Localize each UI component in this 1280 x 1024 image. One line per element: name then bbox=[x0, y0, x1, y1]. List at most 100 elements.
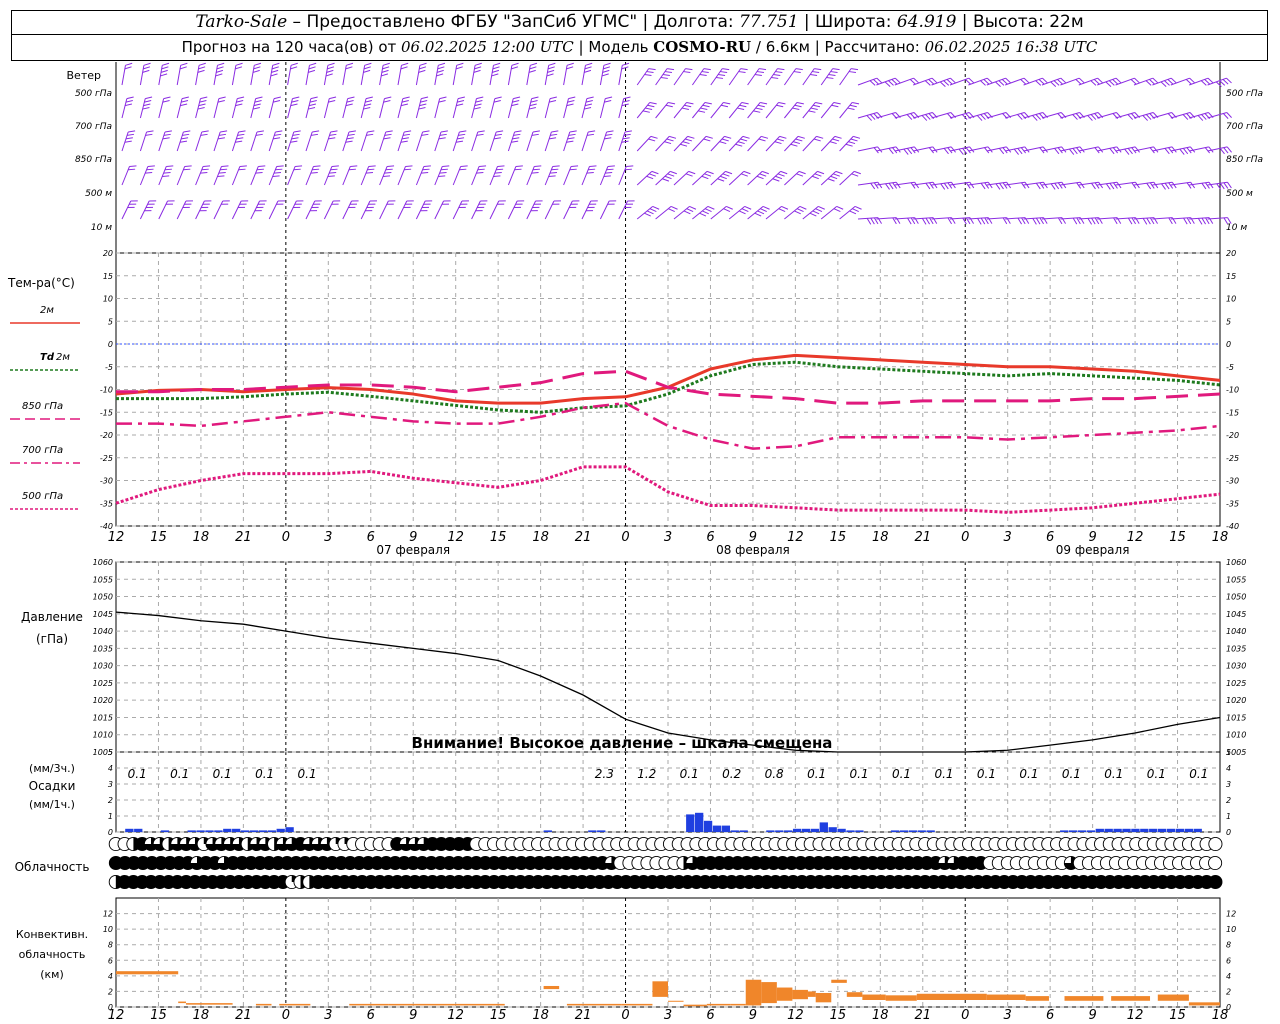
wind-barb-flag bbox=[270, 73, 278, 77]
wind-barb-flag bbox=[833, 101, 841, 105]
wind-barb-flag bbox=[1131, 147, 1137, 154]
wind-barb-flag bbox=[1042, 77, 1048, 84]
wind-barb-flag bbox=[892, 217, 897, 225]
wind-barb-flag bbox=[873, 79, 879, 85]
wind-barb-flag bbox=[845, 143, 853, 147]
wind-barb-flag bbox=[873, 217, 879, 225]
time-tick-label: 15 bbox=[490, 530, 507, 545]
wind-barb-flag bbox=[932, 181, 938, 189]
wind-barb-flag bbox=[531, 172, 539, 174]
precip-bar bbox=[1157, 828, 1167, 832]
conv-bar bbox=[807, 991, 816, 997]
wind-barb-flag bbox=[680, 143, 688, 147]
wind-barb bbox=[231, 98, 238, 119]
wind-barb-flag bbox=[274, 133, 282, 136]
wind-barb-flag bbox=[777, 138, 785, 142]
precip-total-label: 0.1 bbox=[1104, 767, 1123, 781]
temp-series-td2m bbox=[116, 360, 1221, 414]
wind-barb-flag bbox=[925, 182, 931, 190]
wind-barb-flag bbox=[511, 66, 519, 70]
conv-bar bbox=[668, 1000, 684, 1002]
wind-barb-flag bbox=[474, 103, 482, 107]
wind-barb-flag bbox=[913, 77, 920, 84]
wind-barb bbox=[471, 65, 476, 86]
wind-barb-flag bbox=[776, 104, 784, 108]
wind-barb-flag bbox=[146, 168, 154, 171]
wind-barb-flag bbox=[143, 103, 151, 107]
wind-barb-flag bbox=[1060, 77, 1067, 84]
precip-total-label: 0.1 bbox=[1189, 767, 1208, 781]
temp-tick-right: -40 bbox=[1226, 522, 1239, 531]
precip-bar bbox=[1193, 828, 1202, 832]
wind-barb-flag bbox=[604, 137, 612, 140]
wind-barb bbox=[471, 131, 479, 152]
wind-barb-flag bbox=[738, 210, 746, 215]
wind-barb-flag bbox=[458, 133, 466, 136]
wind-barb-flag bbox=[662, 74, 670, 76]
temp-tick-left: 20 bbox=[103, 249, 113, 258]
precip-bar bbox=[160, 830, 170, 832]
time-tick-label: 3 bbox=[664, 530, 672, 545]
wind-barb-flag bbox=[197, 107, 205, 110]
wind-barb bbox=[1060, 77, 1080, 86]
wind-barb-flag bbox=[812, 71, 820, 74]
wind-barb-flag bbox=[218, 172, 226, 174]
wind-barb-flag bbox=[1032, 115, 1038, 121]
wind-barb-flag bbox=[330, 168, 338, 171]
wind-barb-flag bbox=[836, 205, 844, 210]
wind-barb-flag bbox=[586, 172, 594, 174]
wind-barb bbox=[415, 65, 421, 86]
wind-barb-flag bbox=[439, 172, 447, 174]
wind-barb-flag bbox=[199, 100, 207, 103]
wind-barb-flag bbox=[528, 107, 536, 110]
temp-tick-left: -30 bbox=[100, 477, 113, 486]
precip-bar bbox=[1060, 830, 1069, 832]
wind-barb-flag bbox=[605, 172, 613, 174]
precip-tick-right: 0 bbox=[1226, 828, 1231, 837]
wind-barb-flag bbox=[762, 170, 769, 175]
press-tick-left: 1005 bbox=[93, 748, 113, 757]
wind-barb-flag bbox=[1219, 182, 1225, 190]
wind-barb-flag bbox=[977, 218, 982, 225]
wind-barb-flag bbox=[976, 115, 983, 121]
wind-barb-flag bbox=[624, 168, 632, 171]
pressure-axis-label: Давление bbox=[21, 610, 83, 624]
time-tick-label-bottom: 21 bbox=[575, 1008, 592, 1023]
wind-barb-flag bbox=[491, 73, 499, 77]
precip-total-label: 0.2 bbox=[722, 767, 741, 781]
wind-barb bbox=[323, 131, 332, 152]
wind-barb-flag bbox=[664, 175, 672, 180]
wind-level-label: 700 гПа bbox=[75, 122, 112, 132]
wind-barb-flag bbox=[1167, 79, 1174, 85]
date-label: 09 февраля bbox=[1056, 543, 1130, 557]
wind-barb-flag bbox=[1005, 146, 1012, 153]
wind-barb-flag bbox=[757, 104, 765, 108]
precip-total-label: 0.1 bbox=[807, 767, 826, 781]
wind-barb-flag bbox=[810, 74, 818, 76]
wind-barb bbox=[231, 166, 241, 186]
wind-barb-flag bbox=[293, 168, 301, 171]
wind-barb-flag bbox=[1164, 182, 1170, 190]
wind-barb-flag bbox=[272, 62, 280, 66]
wind-barb-flag bbox=[383, 175, 391, 177]
conv-bar bbox=[761, 982, 777, 1004]
wind-barb-flag bbox=[493, 62, 501, 66]
wind-barb-flag bbox=[384, 96, 392, 100]
wind-barb bbox=[507, 65, 513, 86]
wind-barb bbox=[563, 65, 568, 86]
wind-barb-flag bbox=[571, 165, 579, 167]
wind-barb-flag bbox=[866, 115, 872, 121]
wind-barb-flag bbox=[987, 146, 993, 153]
wind-barb-flag bbox=[965, 147, 971, 154]
wind-barb-flag bbox=[492, 69, 500, 73]
wind-barb-flag bbox=[473, 69, 481, 73]
wind-barb-flag bbox=[422, 130, 430, 133]
wind-barb-flag bbox=[980, 80, 986, 86]
wind-barb-flag bbox=[1113, 182, 1118, 189]
time-tick-label-bottom: 3 bbox=[324, 1008, 332, 1023]
wind-barb bbox=[268, 98, 275, 119]
wind-barb-flag bbox=[548, 175, 556, 177]
wind-barb-flag bbox=[291, 137, 299, 140]
wind-barb-flag bbox=[455, 140, 464, 143]
precip-bar bbox=[1086, 830, 1096, 832]
